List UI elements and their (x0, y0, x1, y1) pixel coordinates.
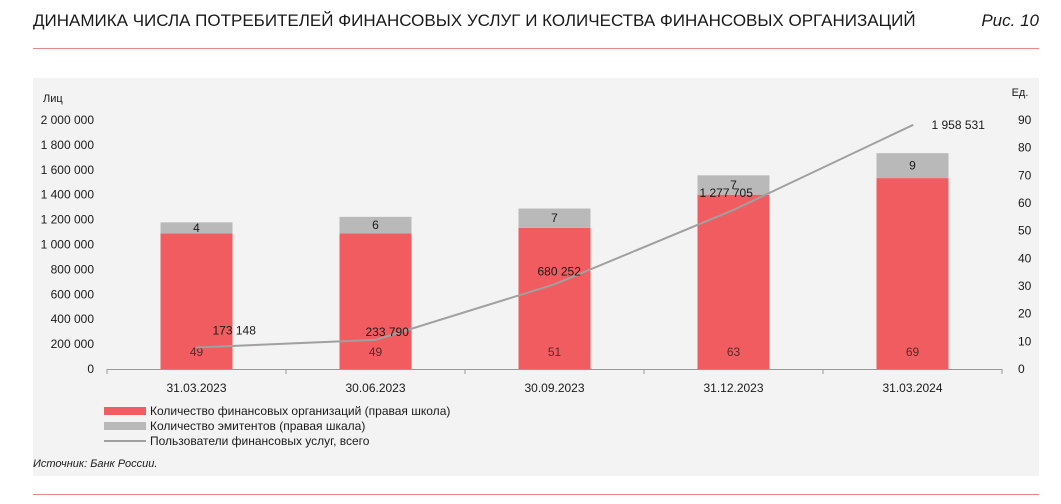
figure-label: Рис. 10 (981, 11, 1039, 30)
bar-issuers-label: 7 (551, 211, 558, 225)
left-axis-tick-label: 400 000 (51, 312, 95, 326)
x-axis-tick-label: 31.03.2023 (166, 381, 226, 395)
left-axis-tick-label: 200 000 (51, 337, 95, 351)
x-axis-tick-label: 30.06.2023 (345, 381, 405, 395)
legend: Количество финансовых организаций (права… (104, 403, 450, 448)
left-axis-tick-label: 1 800 000 (41, 138, 95, 152)
left-axis-tick-label: 0 (87, 362, 94, 376)
legend-swatch-users (104, 439, 146, 442)
left-axis-tick-label: 1 400 000 (41, 188, 95, 202)
left-axis-tick-label: 2 000 000 (41, 113, 95, 127)
line-users-point (374, 338, 377, 341)
bar-organizations (518, 227, 591, 369)
bar-issuers (339, 216, 412, 234)
bar-issuers (697, 175, 770, 195)
right-axis-tick-label: 70 (1018, 168, 1032, 182)
x-axis-tick-label: 31.03.2024 (882, 381, 942, 395)
legend-label-users: Пользователи финансовых услуг, всего (150, 433, 370, 448)
legend-label-issuers: Количество эмитентов (правая шкала) (150, 418, 366, 433)
line-users-label: 233 790 (366, 325, 410, 339)
bar-organizations-label: 49 (190, 345, 204, 359)
bar-organizations-label: 69 (906, 345, 920, 359)
right-axis-title: Ед. (1012, 87, 1029, 99)
bar-issuers-label: 7 (730, 178, 737, 192)
bar-organizations-label: 49 (369, 345, 383, 359)
line-users-point (195, 346, 198, 349)
right-axis-tick-label: 0 (1018, 362, 1025, 376)
top-divider (33, 48, 1039, 49)
right-axis-tick-label: 50 (1018, 224, 1032, 238)
line-users-point (911, 124, 914, 127)
bar-organizations-label: 51 (548, 345, 562, 359)
bar-organizations-label: 63 (727, 345, 741, 359)
left-axis-tick-label: 1 600 000 (41, 163, 95, 177)
line-users-label: 1 277 705 (700, 186, 754, 200)
bar-issuers-label: 4 (193, 221, 200, 235)
bar-issuers (160, 222, 233, 234)
line-users-label: 680 252 (538, 264, 582, 278)
right-axis-tick-label: 30 (1018, 279, 1032, 293)
right-axis-tick-label: 10 (1018, 334, 1032, 348)
bar-issuers (876, 153, 949, 179)
bar-organizations (697, 194, 770, 369)
legend-item-users: Пользователи финансовых услуг, всего (104, 433, 450, 448)
x-axis-tick-label: 30.09.2023 (524, 381, 584, 395)
line-users-point (732, 208, 735, 211)
right-axis-tick-label: 80 (1018, 141, 1032, 155)
x-axis-tick-label: 31.12.2023 (703, 381, 763, 395)
bar-issuers (518, 208, 591, 228)
left-axis-tick-label: 600 000 (51, 287, 95, 301)
left-axis-title: Лиц (43, 93, 63, 105)
line-users-point (553, 283, 556, 286)
legend-item-organizations: Количество финансовых организаций (права… (104, 403, 450, 418)
left-axis-tick-label: 1 200 000 (41, 213, 95, 227)
legend-swatch-issuers (104, 421, 146, 430)
right-axis-tick-label: 90 (1018, 113, 1032, 127)
bar-organizations (876, 178, 949, 369)
right-axis-tick-label: 60 (1018, 196, 1032, 210)
bar-issuers-label: 9 (909, 159, 916, 173)
right-axis-tick-label: 40 (1018, 251, 1032, 265)
bar-organizations (339, 233, 412, 369)
right-axis-tick-label: 20 (1018, 307, 1032, 321)
page-title: ДИНАМИКА ЧИСЛА ПОТРЕБИТЕЛЕЙ ФИНАНСОВЫХ У… (33, 11, 916, 30)
legend-label-organizations: Количество финансовых организаций (права… (150, 403, 451, 418)
left-axis-tick-label: 1 000 000 (41, 238, 95, 252)
left-axis-tick-label: 800 000 (51, 262, 95, 276)
legend-swatch-organizations (104, 406, 146, 415)
bottom-divider (33, 494, 1039, 495)
line-users-label: 173 148 (213, 323, 257, 337)
legend-item-issuers: Количество эмитентов (правая шкала) (104, 418, 450, 433)
bar-issuers-label: 6 (372, 218, 379, 232)
line-users-label: 1 958 531 (932, 118, 986, 132)
source-note: Источник: Банк России. (33, 458, 158, 470)
